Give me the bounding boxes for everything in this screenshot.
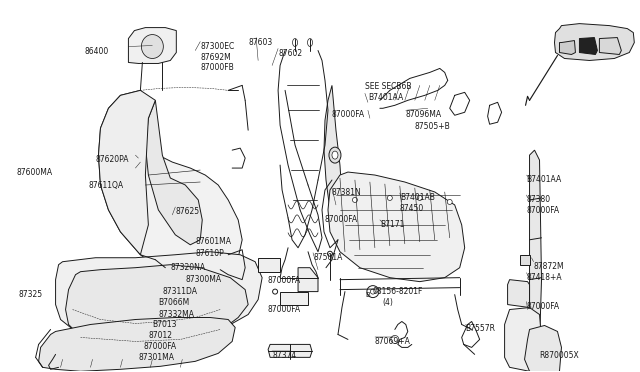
Polygon shape bbox=[328, 172, 465, 282]
Text: B: B bbox=[365, 292, 371, 298]
Polygon shape bbox=[268, 344, 312, 357]
Text: 87000FA: 87000FA bbox=[332, 110, 365, 119]
Polygon shape bbox=[559, 41, 575, 54]
Text: 08156-8201F: 08156-8201F bbox=[373, 286, 423, 296]
Text: B7401AA: B7401AA bbox=[527, 175, 562, 184]
Ellipse shape bbox=[308, 39, 312, 46]
Text: 87000FA: 87000FA bbox=[527, 302, 559, 311]
Text: 87505+B: 87505+B bbox=[415, 122, 451, 131]
Text: (4): (4) bbox=[383, 298, 394, 307]
Text: 87096MA: 87096MA bbox=[406, 110, 442, 119]
Text: 87332MA: 87332MA bbox=[158, 310, 195, 318]
Text: 87603: 87603 bbox=[248, 38, 273, 46]
Polygon shape bbox=[298, 268, 318, 292]
Text: 87625: 87625 bbox=[175, 207, 200, 216]
Text: 87611QA: 87611QA bbox=[88, 181, 124, 190]
Polygon shape bbox=[99, 90, 242, 278]
Text: 87501A: 87501A bbox=[313, 253, 342, 262]
Polygon shape bbox=[504, 308, 541, 371]
Text: 87450: 87450 bbox=[400, 204, 424, 213]
Ellipse shape bbox=[329, 147, 341, 163]
Text: 87381N: 87381N bbox=[332, 188, 362, 197]
Ellipse shape bbox=[353, 198, 357, 202]
Polygon shape bbox=[65, 265, 248, 341]
Polygon shape bbox=[145, 100, 202, 245]
Text: 87374: 87374 bbox=[272, 352, 296, 360]
Text: 86400: 86400 bbox=[84, 46, 108, 55]
Text: 87000FA: 87000FA bbox=[143, 342, 177, 352]
Text: B7171: B7171 bbox=[380, 220, 404, 229]
Polygon shape bbox=[520, 255, 529, 265]
Ellipse shape bbox=[447, 199, 452, 205]
Polygon shape bbox=[529, 150, 541, 349]
Text: 87380: 87380 bbox=[527, 195, 550, 204]
Text: 87601MA: 87601MA bbox=[195, 237, 231, 246]
Text: 87000FA: 87000FA bbox=[267, 305, 300, 314]
Polygon shape bbox=[258, 258, 280, 272]
Polygon shape bbox=[554, 23, 634, 61]
Text: 87320NA: 87320NA bbox=[170, 263, 205, 272]
Polygon shape bbox=[508, 280, 529, 308]
Text: 87311DA: 87311DA bbox=[163, 286, 197, 296]
Text: 87300EC: 87300EC bbox=[200, 42, 234, 51]
Text: 87600MA: 87600MA bbox=[17, 168, 52, 177]
Ellipse shape bbox=[292, 39, 298, 46]
Polygon shape bbox=[525, 326, 561, 372]
Polygon shape bbox=[579, 38, 597, 54]
Text: 87069+A: 87069+A bbox=[375, 337, 411, 346]
Text: B7401AB: B7401AB bbox=[400, 193, 435, 202]
Text: 87012: 87012 bbox=[148, 331, 172, 340]
Polygon shape bbox=[129, 28, 176, 64]
Text: 87300MA: 87300MA bbox=[186, 275, 221, 284]
Text: 87620PA: 87620PA bbox=[95, 155, 129, 164]
Text: B7557R: B7557R bbox=[466, 324, 496, 333]
Text: B7013: B7013 bbox=[152, 321, 177, 330]
Ellipse shape bbox=[387, 195, 392, 201]
Polygon shape bbox=[280, 292, 308, 305]
Text: 87000FA: 87000FA bbox=[267, 276, 300, 285]
Text: 87325: 87325 bbox=[19, 290, 43, 299]
Text: B7401AA: B7401AA bbox=[368, 93, 403, 102]
Polygon shape bbox=[600, 38, 621, 54]
Text: SEE SECB6B: SEE SECB6B bbox=[365, 82, 412, 92]
Text: 87692M: 87692M bbox=[200, 52, 231, 61]
Text: B7066M: B7066M bbox=[158, 298, 189, 307]
Text: 87000FA: 87000FA bbox=[527, 206, 559, 215]
Polygon shape bbox=[56, 252, 262, 341]
Polygon shape bbox=[38, 318, 235, 371]
Polygon shape bbox=[324, 86, 342, 230]
Text: 87301MA: 87301MA bbox=[138, 353, 174, 362]
Ellipse shape bbox=[332, 151, 338, 159]
Ellipse shape bbox=[141, 35, 163, 58]
Text: 87418+A: 87418+A bbox=[527, 273, 562, 282]
Text: 87000FB: 87000FB bbox=[200, 64, 234, 73]
Text: 87610P: 87610P bbox=[195, 249, 224, 258]
Text: 87000FA: 87000FA bbox=[325, 215, 358, 224]
Text: 87872M: 87872M bbox=[534, 262, 564, 271]
Text: R870005X: R870005X bbox=[540, 352, 579, 360]
Ellipse shape bbox=[417, 195, 422, 201]
Text: 87602: 87602 bbox=[278, 48, 302, 58]
Polygon shape bbox=[99, 90, 156, 255]
